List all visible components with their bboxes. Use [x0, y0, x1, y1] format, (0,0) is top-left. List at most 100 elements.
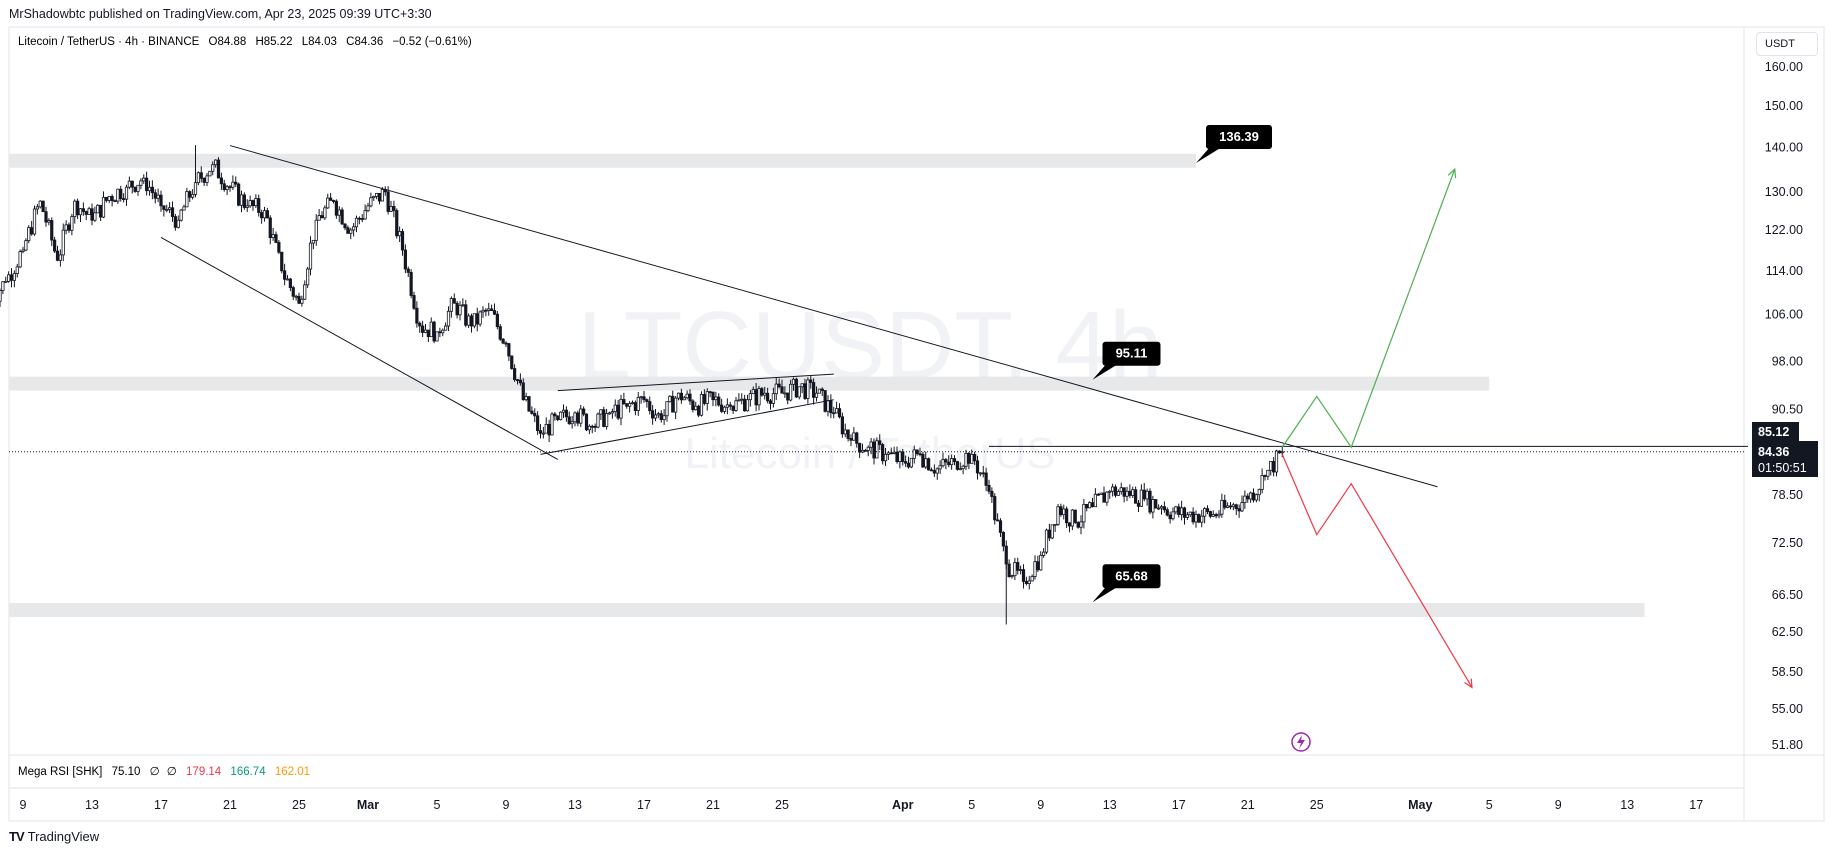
candle-body	[774, 383, 778, 395]
candle-body	[1033, 561, 1037, 577]
candle-body	[533, 412, 537, 417]
candle-body	[964, 452, 968, 467]
candle-body	[7, 274, 11, 282]
lightning-icon[interactable]	[1291, 732, 1311, 752]
candle-body	[806, 379, 810, 399]
candle-body	[268, 217, 272, 239]
candle-body	[398, 231, 402, 237]
candle-body	[1067, 522, 1072, 527]
candle-body	[849, 438, 853, 441]
candle-body	[1016, 562, 1020, 571]
candle-body	[1234, 504, 1238, 510]
candle-body	[464, 304, 468, 326]
projection-arrowhead-bearish	[1464, 678, 1473, 689]
candle-body	[981, 472, 985, 475]
candle-body	[763, 392, 767, 396]
candle-body	[556, 415, 560, 421]
candle-body	[191, 194, 195, 198]
time-axis-tick-label: 5	[1486, 798, 1493, 812]
candle-body	[924, 458, 928, 468]
candle-body	[1122, 487, 1126, 497]
candle-body	[855, 432, 859, 444]
candle-body	[1154, 499, 1158, 509]
trendline-flag-lower	[540, 399, 834, 455]
candle-body	[961, 465, 965, 470]
callout-pointer	[1092, 363, 1119, 380]
candle-body	[317, 215, 321, 221]
legend-symbol[interactable]: Litecoin / TetherUS · 4h · BINANCE	[18, 36, 200, 48]
candle-body	[593, 426, 597, 428]
candle-body	[530, 410, 534, 414]
candle-body	[389, 206, 393, 212]
candle-body	[360, 218, 364, 220]
candle-body	[705, 391, 709, 404]
candle-body	[9, 274, 14, 281]
candle-body	[265, 210, 269, 219]
projection-bullish	[1281, 168, 1456, 449]
candle-body	[288, 278, 292, 289]
candle-body	[1111, 486, 1115, 492]
candle-body	[1226, 505, 1230, 508]
candle-body	[487, 308, 491, 311]
candle-body	[1211, 514, 1215, 517]
callout-pointer	[1092, 586, 1119, 603]
candle-body	[863, 449, 867, 452]
candle-body	[521, 382, 525, 401]
price-axis-tick-label: 150.00	[1765, 99, 1803, 113]
time-axis-tick-label: 17	[1172, 798, 1186, 812]
candle-body	[538, 430, 543, 434]
legend-low: L84.03	[302, 36, 337, 48]
candle-body	[1205, 508, 1210, 512]
candle-body	[357, 217, 361, 220]
indicator-legend[interactable]: Mega RSI [SHK] 75.10 ∅ ∅ 179.14 166.74 1…	[18, 766, 310, 778]
candle-body	[1044, 529, 1049, 553]
candle-body	[1191, 511, 1195, 523]
indicator-value: 75.10	[112, 766, 141, 778]
candle-body	[320, 215, 324, 219]
candle-body	[1059, 506, 1063, 516]
candle-body	[510, 355, 514, 369]
candle-body	[576, 412, 580, 424]
candle-body	[314, 219, 318, 241]
candle-body	[283, 270, 287, 280]
indicator-name[interactable]: Mega RSI [SHK]	[18, 766, 102, 778]
candle-body	[297, 295, 301, 304]
candle-body	[216, 159, 221, 179]
candle-body	[1113, 486, 1118, 496]
candle-body	[199, 172, 203, 179]
callout-label: 95.11	[1116, 346, 1148, 361]
candle-body	[334, 200, 338, 216]
candle-body	[688, 393, 692, 402]
candle-body	[1119, 487, 1123, 492]
price-axis-tick-label: 72.50	[1772, 536, 1803, 550]
candle-body	[1223, 499, 1227, 508]
candle-body	[929, 469, 934, 472]
candle-body	[835, 408, 839, 414]
candle-body	[515, 379, 520, 381]
price-tags: 85.12 84.36 01:50:51	[1752, 422, 1818, 477]
time-axis-tick-label: 9	[503, 798, 510, 812]
candle-body	[1001, 532, 1005, 547]
candle-body	[21, 249, 25, 252]
candle-body	[909, 457, 913, 468]
candle-body	[455, 302, 459, 316]
candle-body	[395, 210, 399, 237]
footer-brand[interactable]: TV TradingView	[9, 829, 99, 844]
candle-body	[904, 461, 908, 464]
callout-label: 65.68	[1115, 568, 1148, 583]
candle-body	[1039, 555, 1043, 571]
candle-body	[993, 496, 997, 521]
trendline-descending-resistance	[229, 145, 1438, 488]
candle-body	[1243, 495, 1247, 503]
candle-body	[607, 412, 612, 415]
candle-body	[122, 198, 126, 200]
candle-body	[139, 180, 143, 186]
candle-body	[386, 191, 390, 212]
trendline-flag-upper	[557, 373, 834, 392]
candle-body	[561, 409, 566, 413]
candle-body	[915, 449, 919, 455]
currency-selector[interactable]: USDT	[1756, 32, 1818, 56]
candle-body	[978, 472, 982, 475]
candle-body	[941, 459, 945, 467]
